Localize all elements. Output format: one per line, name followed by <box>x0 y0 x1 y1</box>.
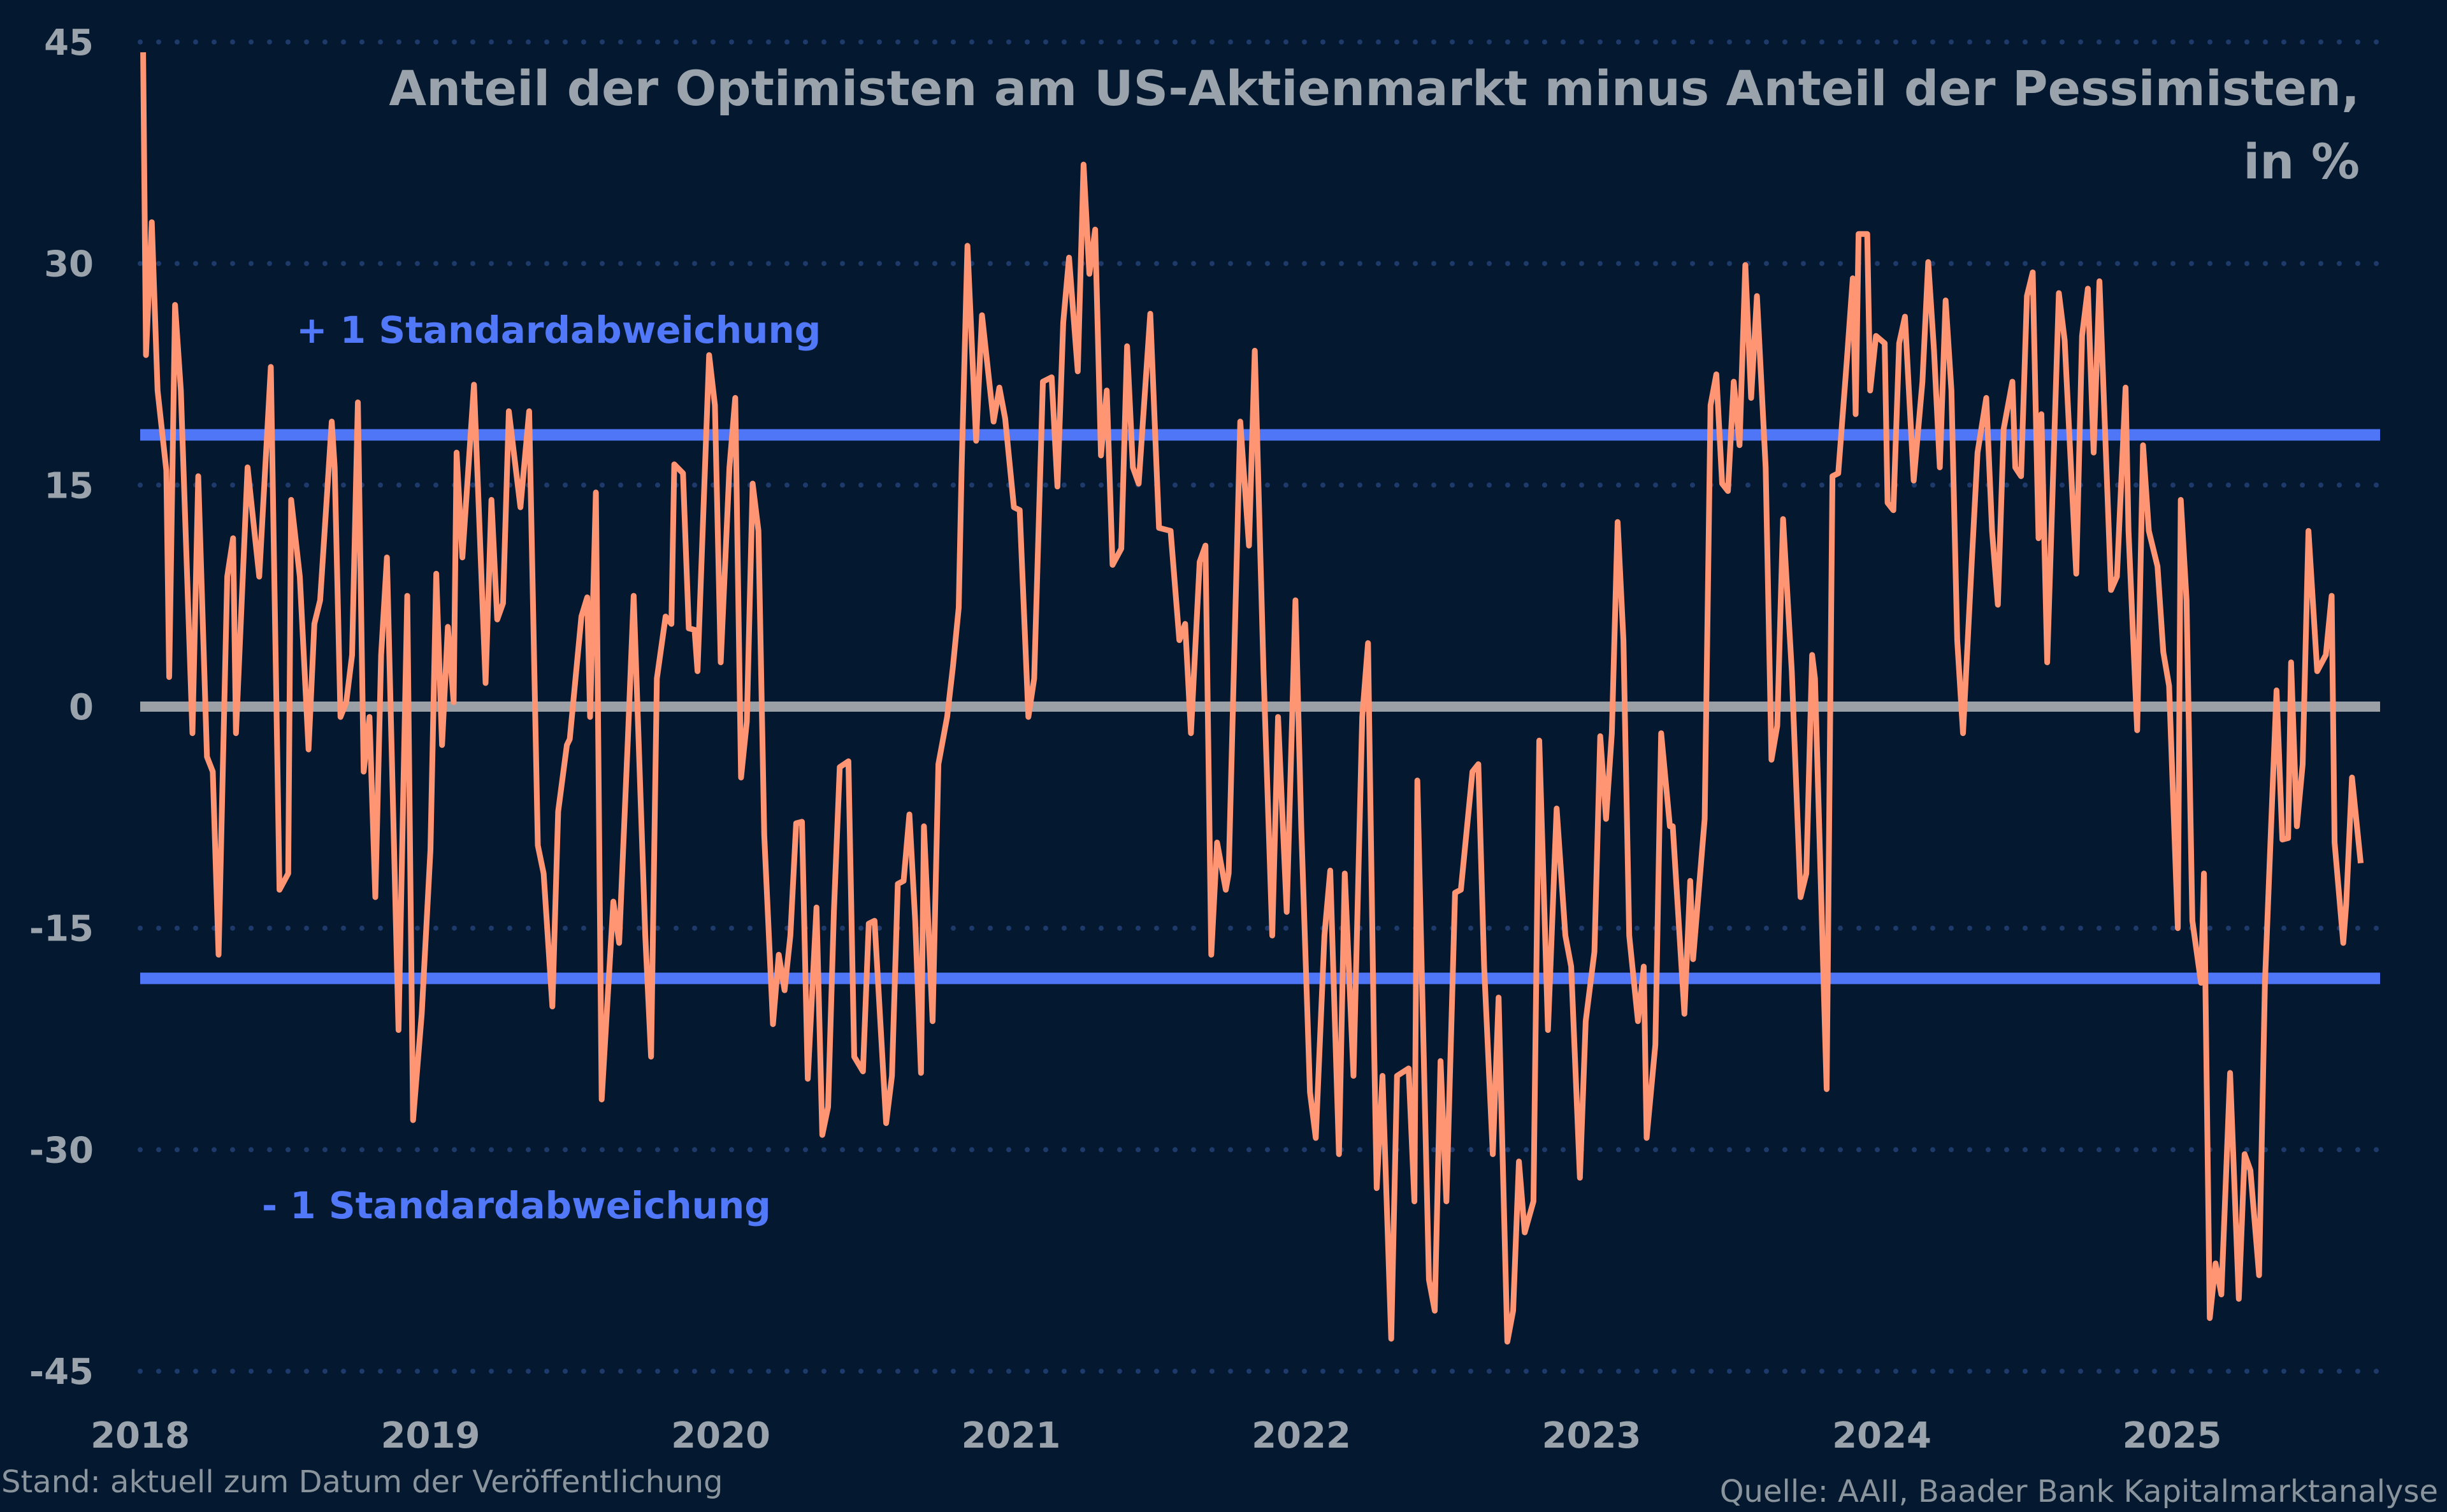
y-tick-label: 0 <box>69 687 94 728</box>
x-tick-label: 2020 <box>671 1415 770 1457</box>
minus-std-label: - 1 Standardabweichung <box>262 1184 771 1227</box>
x-tick-label: 2022 <box>1252 1415 1351 1457</box>
y-tick-label: 45 <box>44 22 94 64</box>
chart-title-line2: in % <box>2243 133 2360 190</box>
x-axis-ticks: 2018 2019 2020 2021 2022 2023 2024 2025 <box>90 1415 2221 1457</box>
x-tick-label: 2023 <box>1542 1415 1642 1457</box>
y-tick-label: 15 <box>44 465 94 507</box>
x-tick-label: 2019 <box>381 1415 480 1457</box>
chart-title: Anteil der Optimisten am US-Aktienmarkt … <box>389 60 2360 117</box>
y-tick-label: -15 <box>29 909 94 950</box>
y-tick-label: -30 <box>29 1130 94 1171</box>
x-tick-label: 2018 <box>90 1415 190 1457</box>
footer-source: Quelle: AAII, Baader Bank Kapitalmarktan… <box>1720 1474 2438 1509</box>
series-line <box>140 52 2364 1345</box>
y-tick-label: 30 <box>44 244 94 285</box>
x-tick-label: 2021 <box>962 1415 1061 1457</box>
footer-stand: Stand: aktuell zum Datum der Veröffentli… <box>1 1464 723 1500</box>
plus-std-label: + 1 Standardabweichung <box>296 308 821 352</box>
x-tick-label: 2024 <box>1832 1415 1931 1457</box>
gridlines <box>138 39 2383 1374</box>
y-tick-label: -45 <box>29 1351 94 1393</box>
y-axis-ticks: 45 30 15 0 -15 -30 -45 <box>29 22 94 1393</box>
x-tick-label: 2025 <box>2123 1415 2222 1457</box>
